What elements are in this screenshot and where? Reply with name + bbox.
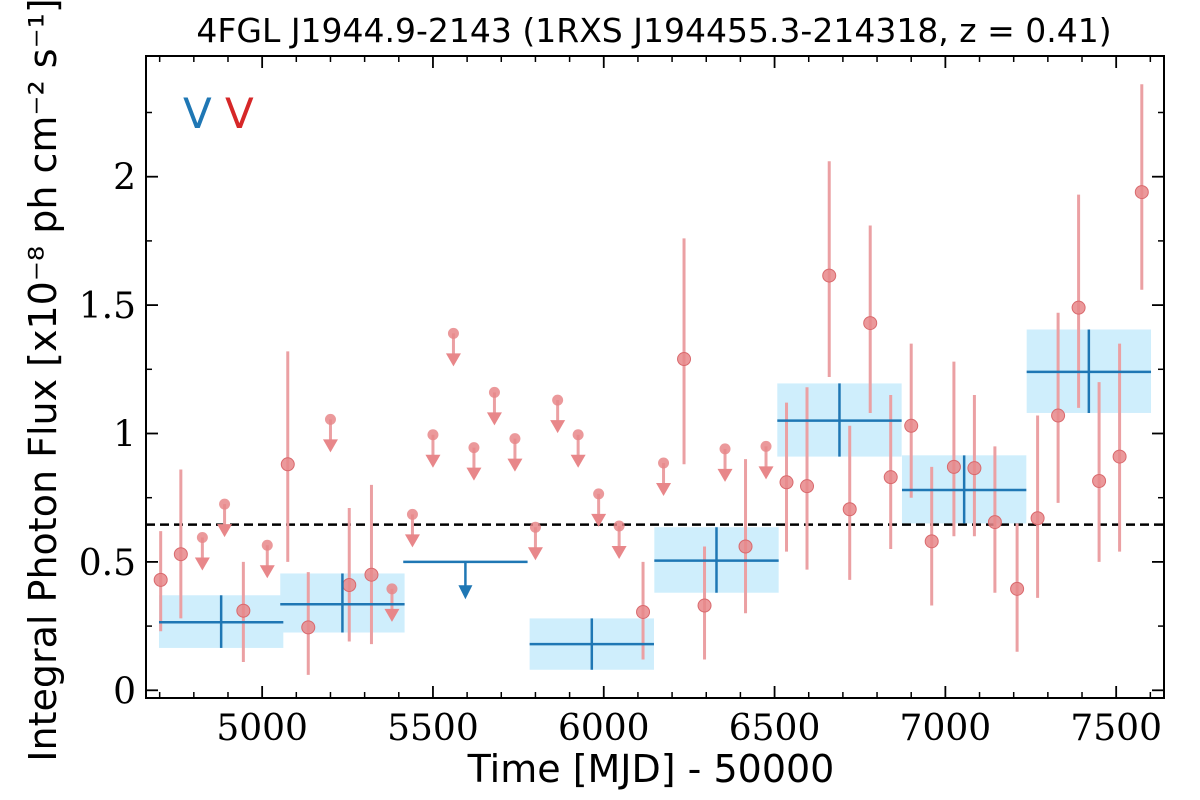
- monthly-data-point: [1112, 449, 1127, 464]
- monthly-upper-limit-arrow: [717, 468, 733, 482]
- monthly-upper-limit-point: [552, 394, 564, 406]
- monthly-data-point: [987, 515, 1002, 530]
- monthly-data-point: [904, 418, 919, 433]
- monthly-data-point: [677, 352, 692, 367]
- monthly-upper-limit-point: [219, 498, 231, 510]
- monthly-upper-limit-point: [488, 386, 500, 398]
- monthly-upper-limit-point: [427, 429, 439, 441]
- monthly-data-point: [842, 502, 857, 517]
- monthly-upper-limit-point: [593, 488, 605, 500]
- monthly-data-point: [236, 603, 251, 618]
- monthly-data-point: [738, 539, 753, 554]
- monthly-upper-limit-arrow: [758, 466, 774, 480]
- plot-area: [146, 84, 1164, 675]
- x-tick-label: 7500: [1070, 708, 1162, 749]
- x-tick-label: 5000: [216, 708, 308, 749]
- monthly-upper-limit-point: [509, 433, 521, 445]
- monthly-data-point: [967, 461, 982, 476]
- monthly-data-point: [1134, 185, 1149, 200]
- monthly-upper-limit-point: [529, 521, 541, 533]
- monthly-upper-limit-point: [406, 508, 418, 520]
- monthly-upper-limit-arrow: [217, 524, 233, 538]
- monthly-upper-limit-arrow: [194, 557, 210, 571]
- plot-frame: [145, 55, 1165, 699]
- monthly-data-point: [883, 470, 898, 485]
- axis-ticks: 5000 5500 6000 6500 7000 7500 0 0.5 1 1.5 2: [79, 56, 1164, 749]
- x-tick-label: 5500: [387, 708, 479, 749]
- monthly-data-point: [1030, 511, 1045, 526]
- monthly-upper-limit-arrow: [404, 534, 420, 548]
- monthly-data-point: [779, 475, 794, 490]
- monthly-upper-limit-point: [261, 539, 273, 551]
- monthly-upper-limit-point: [572, 429, 584, 441]
- monthly-upper-limit-point: [468, 442, 480, 454]
- monthly-upper-limit-arrow: [550, 420, 566, 434]
- monthly-data-point: [153, 572, 168, 587]
- monthly-upper-limit-point: [196, 532, 208, 543]
- y-tick-label: 1: [113, 414, 136, 455]
- x-tick-label: 6000: [558, 708, 650, 749]
- monthly-upper-limit-arrow: [384, 608, 400, 622]
- monthly-upper-limit-point: [447, 327, 459, 339]
- monthly-upper-limit-arrow: [466, 467, 482, 481]
- monthly-upper-limit-arrow: [259, 565, 275, 579]
- legend-entry-blue: V: [183, 89, 212, 138]
- monthly-data-point: [280, 457, 295, 472]
- monthly-upper-limit-arrow: [527, 547, 543, 561]
- monthly-data-point: [1092, 474, 1107, 489]
- monthly-data-point: [697, 598, 712, 613]
- legend-entry-red: V: [225, 89, 254, 138]
- monthly-data-point: [364, 567, 379, 582]
- monthly-upper-limit-point: [613, 520, 625, 532]
- monthly-upper-limit-arrow: [486, 412, 502, 426]
- x-axis-label: Time [MJD] - 50000: [467, 747, 835, 791]
- monthly-upper-limit-point: [386, 583, 398, 595]
- monthly-upper-limit-arrow: [507, 458, 523, 472]
- yearly-upper-limit-arrow: [458, 585, 473, 600]
- x-tick-label: 6500: [729, 708, 821, 749]
- monthly-upper-limit-point: [324, 413, 336, 425]
- monthly-upper-limit-point: [760, 440, 772, 452]
- monthly-data-point: [863, 316, 878, 331]
- monthly-upper-limit-arrow: [570, 454, 586, 468]
- monthly-upper-limit-arrow: [445, 353, 461, 367]
- monthly-data-point: [1051, 408, 1066, 423]
- legend: V V: [183, 89, 254, 138]
- monthly-data-point: [946, 459, 961, 474]
- monthly-upper-limit-point: [658, 457, 670, 469]
- monthly-upper-limit-arrow: [322, 439, 338, 453]
- y-axis-label: Integral Photon Flux [x10⁻⁸ ph cm⁻² s⁻¹]: [21, 0, 65, 762]
- y-tick-label: 0.5: [79, 543, 136, 584]
- monthly-data-point: [924, 534, 939, 549]
- monthly-data-point: [636, 604, 651, 619]
- monthly-upper-limit-arrow: [591, 513, 607, 527]
- monthly-data-point: [301, 620, 316, 635]
- monthly-data-point: [822, 268, 837, 283]
- monthly-upper-limit-point: [719, 443, 731, 455]
- monthly-upper-limit-arrow: [611, 545, 627, 559]
- monthly-upper-limit-arrow: [656, 483, 672, 497]
- y-tick-label: 1.5: [79, 286, 136, 327]
- monthly-data-point: [800, 479, 815, 494]
- monthly-upper-limit-arrow: [425, 454, 441, 468]
- x-tick-label: 7000: [900, 708, 992, 749]
- monthly-data-point: [342, 578, 357, 593]
- monthly-data-point: [1010, 581, 1025, 596]
- monthly-data-point: [173, 547, 188, 562]
- monthly-data-point: [1071, 300, 1086, 315]
- y-tick-label: 0: [113, 671, 136, 712]
- y-tick-label: 2: [113, 158, 136, 199]
- chart-title: 4FGL J1944.9-2143 (1RXS J194455.3-214318…: [196, 11, 1111, 50]
